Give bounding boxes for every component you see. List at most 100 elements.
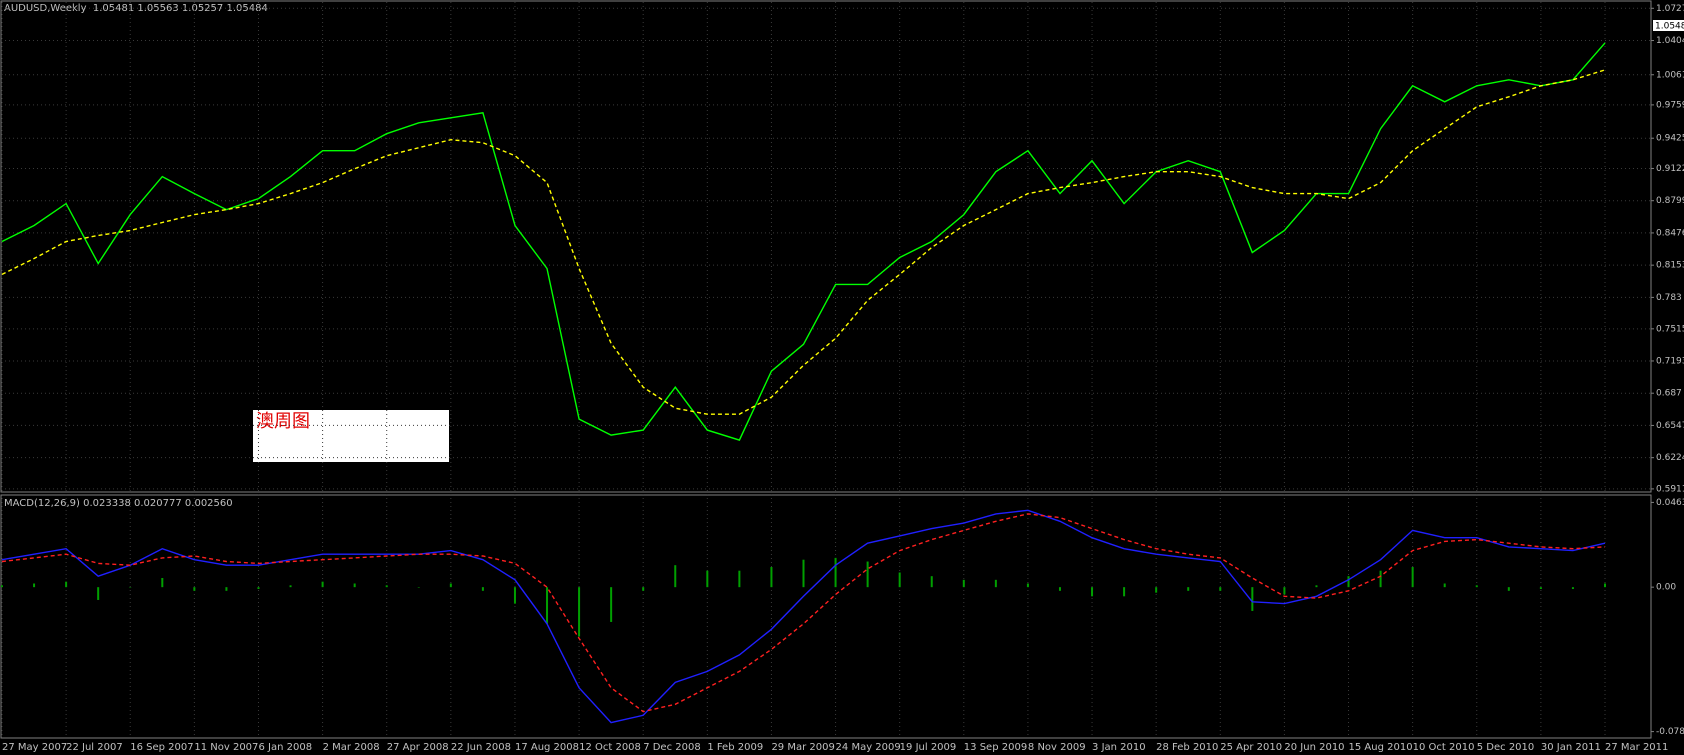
histogram-bar bbox=[930, 576, 933, 588]
x-tick-label: 16 Sep 2007 bbox=[130, 742, 193, 753]
x-tick-label: 19 Jul 2009 bbox=[900, 742, 957, 753]
histogram-bar bbox=[1, 585, 3, 588]
histogram-bar bbox=[994, 579, 997, 588]
histogram-bar bbox=[513, 587, 516, 604]
histogram-bar bbox=[834, 557, 837, 588]
y-tick-label: 0.9759 bbox=[1656, 100, 1684, 110]
histogram-bar bbox=[481, 587, 484, 591]
histogram-bar bbox=[770, 567, 773, 588]
y-tick-label: 0.783 bbox=[1656, 293, 1682, 303]
histogram-bar bbox=[1347, 576, 1350, 588]
histogram-bar bbox=[1571, 587, 1574, 589]
x-tick-label: 29 Mar 2009 bbox=[771, 742, 834, 753]
histogram-bar bbox=[257, 587, 260, 589]
histogram-bar bbox=[449, 583, 452, 588]
histogram-bar bbox=[1604, 583, 1606, 588]
x-tick-label: 5 Dec 2010 bbox=[1477, 742, 1535, 753]
histogram-bar bbox=[289, 585, 292, 588]
histogram-bar bbox=[225, 587, 228, 591]
annotation: 澳周图 bbox=[256, 411, 310, 432]
x-tick-label: 27 Apr 2008 bbox=[387, 742, 449, 753]
histogram-bar bbox=[33, 583, 36, 588]
histogram-bar bbox=[193, 587, 196, 591]
x-tick-label: 28 Feb 2010 bbox=[1156, 742, 1218, 753]
histogram-bar bbox=[1475, 585, 1478, 588]
y-tick-label: 0.9122 bbox=[1656, 164, 1684, 174]
histogram-bar bbox=[1219, 587, 1222, 591]
x-tick-label: 7 Dec 2008 bbox=[643, 742, 701, 753]
y-tick-label: 1.0404 bbox=[1656, 36, 1684, 46]
x-tick-label: 27 May 2007 bbox=[2, 742, 67, 753]
histogram-bar bbox=[738, 570, 741, 588]
histogram-bar bbox=[802, 559, 805, 588]
x-tick-label: 12 Oct 2008 bbox=[579, 742, 641, 753]
y-tick-label: 0.687 bbox=[1656, 389, 1682, 399]
histogram-bar bbox=[129, 587, 132, 588]
y-tick-label: 1.0727 bbox=[1656, 4, 1684, 14]
x-tick-label: 6 Jan 2008 bbox=[258, 742, 312, 753]
x-tick-label: 2 Mar 2008 bbox=[323, 742, 380, 753]
histogram-bar bbox=[610, 587, 613, 622]
histogram-bar bbox=[65, 581, 68, 588]
price-pane-frame bbox=[0, 0, 1652, 493]
histogram-bar bbox=[1411, 567, 1414, 588]
histogram-bar bbox=[417, 587, 420, 588]
series-line bbox=[1, 509, 1606, 724]
series-line bbox=[1, 42, 1606, 441]
y-tick-label: 0.8799 bbox=[1656, 196, 1684, 206]
histogram-bar bbox=[97, 587, 100, 600]
histogram-bar bbox=[642, 587, 645, 591]
histogram-bar bbox=[1058, 587, 1061, 591]
histogram-bar bbox=[353, 583, 356, 588]
price-tag-box bbox=[1653, 20, 1684, 31]
y-tick-label: 0.5911 bbox=[1656, 484, 1684, 494]
x-tick-label: 15 Aug 2010 bbox=[1349, 742, 1413, 753]
y-tick-label: 0.9425 bbox=[1656, 134, 1684, 144]
x-tick-label: 30 Jan 2011 bbox=[1541, 742, 1601, 753]
histogram-bar bbox=[1507, 587, 1510, 591]
y-tick-label: 0.6224 bbox=[1656, 453, 1684, 463]
histogram-bar bbox=[1539, 587, 1542, 589]
y-tick-label: 0.7515 bbox=[1656, 324, 1684, 334]
histogram-bar bbox=[1443, 583, 1446, 588]
y-tick-label: 1.0061 bbox=[1656, 70, 1684, 80]
histogram-bar bbox=[1091, 587, 1094, 597]
x-tick-label: 11 Nov 2007 bbox=[194, 742, 258, 753]
histogram-bar bbox=[1026, 583, 1029, 588]
x-tick-label: 27 Mar 2011 bbox=[1605, 742, 1668, 753]
y-tick-label: 0.6547 bbox=[1656, 421, 1684, 431]
histogram-bar bbox=[1315, 585, 1318, 588]
histogram-bar bbox=[674, 565, 677, 588]
price-tag: 1.0548 bbox=[1655, 22, 1684, 32]
histogram-bar bbox=[385, 585, 388, 588]
histogram-bar bbox=[546, 587, 549, 624]
histogram-bar bbox=[1283, 587, 1286, 595]
histogram-bar bbox=[1251, 587, 1254, 611]
histogram-bar bbox=[321, 581, 324, 588]
y-tick-label: 0.0463 bbox=[1656, 498, 1684, 508]
y-tick-label: 0.7193 bbox=[1656, 356, 1684, 366]
macd-pane-frame bbox=[0, 494, 1652, 739]
histogram-bar bbox=[706, 570, 709, 588]
histogram-bar bbox=[1187, 587, 1190, 591]
x-tick-label: 17 Aug 2008 bbox=[515, 742, 579, 753]
histogram-bar bbox=[866, 561, 869, 588]
histogram-bar bbox=[1379, 570, 1382, 588]
macd-title: MACD(12,26,9) 0.023338 0.020777 0.002560 bbox=[4, 498, 233, 509]
x-tick-label: 13 Sep 2009 bbox=[964, 742, 1027, 753]
histogram-bar bbox=[1155, 587, 1158, 593]
y-tick-label: 0.8476 bbox=[1656, 228, 1684, 238]
x-tick-label: 22 Jul 2007 bbox=[66, 742, 123, 753]
x-tick-label: 25 Apr 2010 bbox=[1220, 742, 1282, 753]
x-tick-label: 8 Nov 2009 bbox=[1028, 742, 1086, 753]
histogram-bar bbox=[1123, 587, 1126, 597]
x-tick-label: 10 Oct 2010 bbox=[1413, 742, 1475, 753]
x-tick-label: 24 May 2009 bbox=[836, 742, 901, 753]
x-tick-label: 20 Jun 2010 bbox=[1284, 742, 1344, 753]
x-tick-label: 22 Jun 2008 bbox=[451, 742, 511, 753]
histogram-bar bbox=[161, 578, 164, 588]
x-tick-label: 3 Jan 2010 bbox=[1092, 742, 1146, 753]
histogram-bar bbox=[578, 587, 581, 637]
